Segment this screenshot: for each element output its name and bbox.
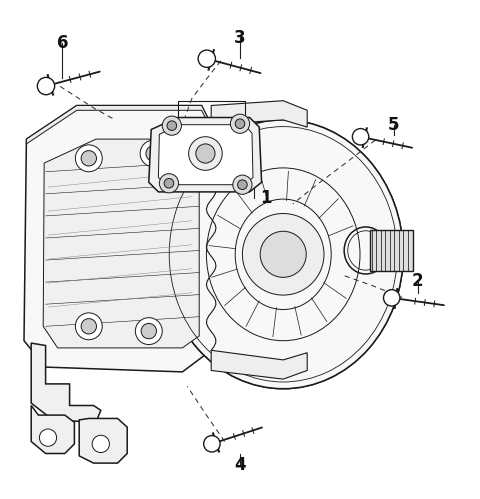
Ellipse shape	[163, 120, 403, 389]
Circle shape	[235, 119, 245, 129]
Polygon shape	[211, 101, 307, 127]
Text: 2: 2	[412, 271, 423, 290]
Text: 4: 4	[234, 457, 246, 475]
Circle shape	[384, 289, 400, 306]
Circle shape	[260, 231, 306, 277]
Polygon shape	[24, 105, 211, 372]
Circle shape	[81, 151, 96, 166]
Polygon shape	[158, 125, 253, 185]
Text: 6: 6	[57, 34, 68, 52]
Circle shape	[167, 121, 177, 130]
Circle shape	[81, 319, 96, 334]
Circle shape	[92, 435, 109, 453]
Circle shape	[164, 179, 174, 188]
Text: 3: 3	[234, 29, 246, 47]
Polygon shape	[26, 105, 211, 144]
Circle shape	[352, 129, 369, 145]
Circle shape	[238, 180, 247, 190]
Circle shape	[135, 318, 162, 344]
Polygon shape	[211, 350, 307, 379]
Text: 1: 1	[261, 189, 272, 207]
Circle shape	[196, 144, 215, 163]
Polygon shape	[43, 139, 199, 348]
Circle shape	[233, 175, 252, 194]
Circle shape	[75, 313, 102, 340]
Circle shape	[242, 214, 324, 295]
Text: 5: 5	[388, 116, 399, 134]
Circle shape	[37, 77, 55, 95]
Polygon shape	[149, 117, 262, 192]
Circle shape	[204, 436, 220, 452]
Circle shape	[141, 323, 156, 339]
Polygon shape	[370, 231, 413, 271]
Circle shape	[140, 140, 167, 167]
Circle shape	[189, 137, 222, 170]
Circle shape	[198, 50, 216, 67]
Circle shape	[146, 146, 161, 161]
Circle shape	[39, 429, 57, 446]
Circle shape	[162, 116, 181, 135]
Polygon shape	[31, 406, 74, 454]
Circle shape	[159, 174, 179, 193]
Polygon shape	[79, 419, 127, 463]
Polygon shape	[31, 343, 101, 422]
Circle shape	[230, 114, 250, 133]
Circle shape	[75, 145, 102, 172]
